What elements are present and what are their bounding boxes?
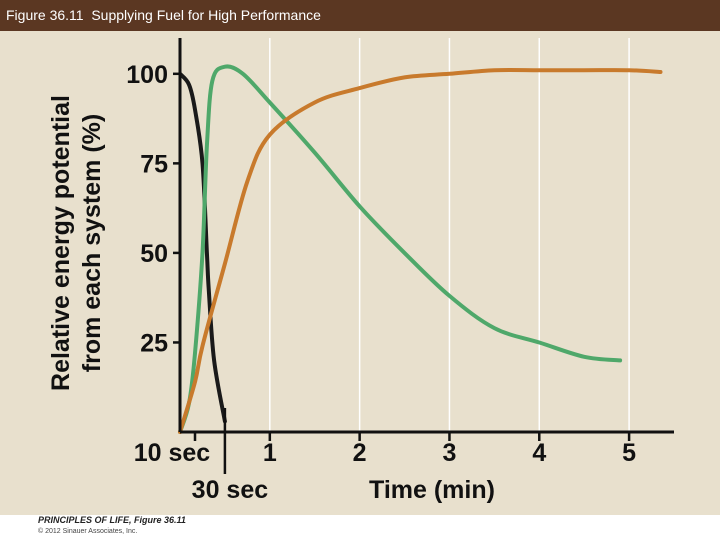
x-tick-label-10-sec: 10 sec	[134, 439, 211, 467]
footer-book: PRINCIPLES OF LIFE, Figure 36.11	[38, 515, 186, 525]
y-tick-label: 50	[140, 240, 168, 268]
x-tick-label: 1	[263, 439, 277, 467]
x-tick-label: 3	[443, 439, 457, 467]
series-line-orange	[178, 67, 663, 434]
chart: 100 75 50 25 1 2 3 4 5 10 sec 30 sec Time (min) Rela…	[0, 31, 720, 515]
title-bar: Figure 36.11 Supplying Fuel for High Per…	[0, 0, 720, 31]
series-line-green	[178, 64, 623, 434]
y-axis-title-line2: from each system (%)	[78, 114, 106, 372]
x-axis-title: Time (min)	[369, 476, 495, 504]
figure-title: Figure 36.11 Supplying Fuel for High Per…	[6, 7, 321, 23]
x-tick-label: 5	[622, 439, 636, 467]
y-axis-title-line1: Relative energy potential	[47, 95, 75, 391]
y-tick-label: 75	[140, 150, 168, 178]
y-tick-label: 25	[140, 329, 168, 357]
x-tick-label: 4	[532, 439, 546, 467]
y-tick-label: 100	[126, 61, 168, 89]
x-tick-label-30-sec: 30 sec	[192, 476, 269, 504]
x-tick-label: 2	[353, 439, 367, 467]
footer-copyright: © 2012 Sinauer Associates, Inc.	[38, 528, 138, 535]
